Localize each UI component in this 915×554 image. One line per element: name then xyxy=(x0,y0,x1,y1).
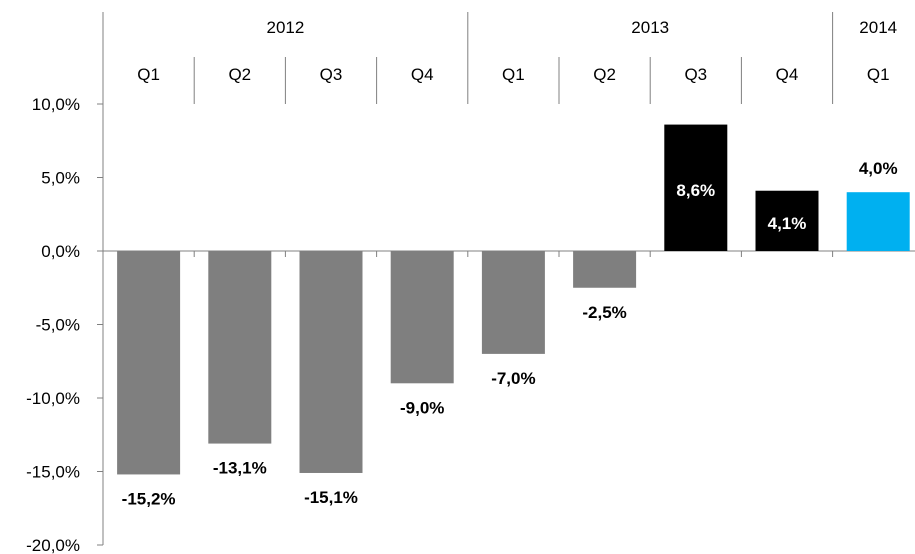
data-label: 8,6% xyxy=(676,181,715,200)
y-tick-label: 5,0% xyxy=(41,169,80,188)
data-label: -7,0% xyxy=(491,369,535,388)
y-tick-label: 10,0% xyxy=(32,95,80,114)
y-tick-label: -20,0% xyxy=(26,536,80,554)
data-label: -15,1% xyxy=(304,488,358,507)
y-tick-label: -5,0% xyxy=(36,316,80,335)
bar xyxy=(755,190,819,251)
y-tick-label: -10,0% xyxy=(26,389,80,408)
bar xyxy=(117,251,181,475)
bar xyxy=(573,251,637,288)
bar xyxy=(664,124,728,251)
bar xyxy=(846,192,910,251)
data-label: -9,0% xyxy=(400,398,444,417)
bar xyxy=(390,251,454,384)
quarter-label: Q2 xyxy=(593,65,616,84)
y-tick-label: -15,0% xyxy=(26,463,80,482)
quarter-label: Q2 xyxy=(228,65,251,84)
data-label: 4,1% xyxy=(768,214,807,233)
data-label: 4,0% xyxy=(859,159,898,178)
data-label: -15,2% xyxy=(122,489,176,508)
quarter-label: Q1 xyxy=(137,65,160,84)
quarter-label: Q1 xyxy=(502,65,525,84)
bar xyxy=(481,251,545,354)
quarter-label: Q1 xyxy=(867,65,890,84)
data-label: -13,1% xyxy=(213,459,267,478)
year-label: 2012 xyxy=(266,18,304,37)
quarter-label: Q4 xyxy=(776,65,799,84)
quarter-label: Q3 xyxy=(320,65,343,84)
quarter-label: Q3 xyxy=(684,65,707,84)
bar xyxy=(299,251,363,473)
year-label: 2013 xyxy=(631,18,669,37)
quarter-label: Q4 xyxy=(411,65,434,84)
y-tick-label: 0,0% xyxy=(41,242,80,261)
bar xyxy=(208,251,272,444)
year-label: 2014 xyxy=(859,18,897,37)
data-label: -2,5% xyxy=(582,303,626,322)
